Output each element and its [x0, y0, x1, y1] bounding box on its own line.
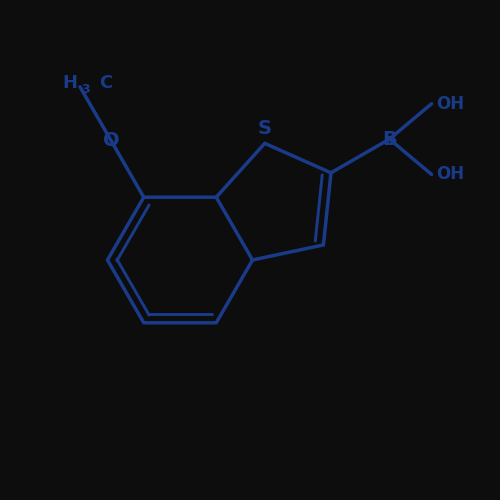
Text: C: C — [99, 74, 112, 92]
Text: H: H — [62, 74, 78, 92]
Text: OH: OH — [436, 166, 464, 184]
Text: S: S — [258, 120, 272, 139]
Text: B: B — [382, 130, 397, 148]
Text: OH: OH — [436, 94, 464, 112]
Text: O: O — [103, 132, 120, 150]
Text: 3: 3 — [81, 84, 90, 96]
